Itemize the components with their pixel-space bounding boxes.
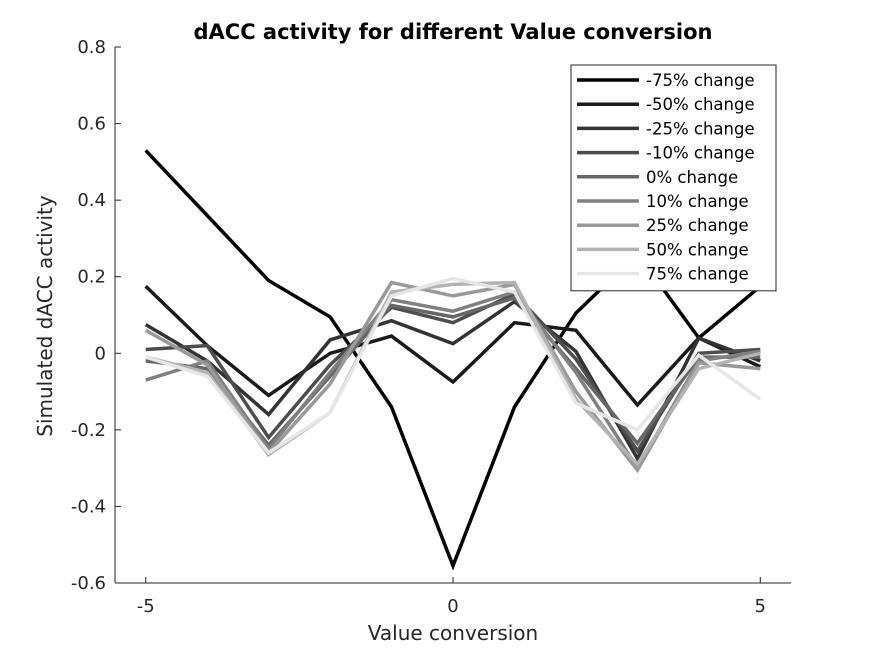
y-tick-label: 0.2: [77, 267, 106, 288]
chart-title: dACC activity for different Value conver…: [194, 20, 713, 44]
y-tick-label: 0.6: [77, 114, 106, 135]
legend: -75% change -50% change -25% change -10% ch…: [570, 64, 777, 292]
y-axis-label: Simulated dACC activity: [33, 195, 57, 437]
series-line-9: [145, 276, 762, 456]
x-tick-label: 0: [447, 596, 458, 617]
y-tick-label: -0.6: [71, 573, 106, 594]
y-tick-label: 0.8: [77, 37, 106, 58]
legend-entry-9: 75% change: [646, 265, 749, 284]
legend-entry-8: 50% change: [646, 240, 749, 259]
legend-entry-2: -50% change: [646, 95, 755, 114]
legend-entry-6: 10% change: [646, 192, 749, 211]
legend-entry-5: 0% change: [646, 168, 738, 187]
plot-area: -0.6 -0.4 -0.2 0 0.2 0.4 0.6 0.8 -5 0 5: [71, 37, 791, 617]
y-tick-label: 0.4: [77, 190, 106, 211]
x-tick-label: 5: [755, 596, 766, 617]
legend-entry-3: -25% change: [646, 119, 755, 138]
legend-entry-4: -10% change: [646, 144, 755, 163]
series-line-4: [145, 291, 761, 455]
y-tick-label: -0.2: [71, 420, 106, 441]
x-axis-label: Value conversion: [368, 621, 538, 645]
legend-entry-7: 25% change: [646, 216, 749, 235]
y-tick-label: 0: [95, 343, 106, 364]
legend-entry-1: -75% change: [646, 71, 755, 90]
series-line-2: [144, 285, 762, 408]
x-tick-label: -5: [137, 596, 155, 617]
y-tick-label: -0.4: [71, 496, 106, 517]
